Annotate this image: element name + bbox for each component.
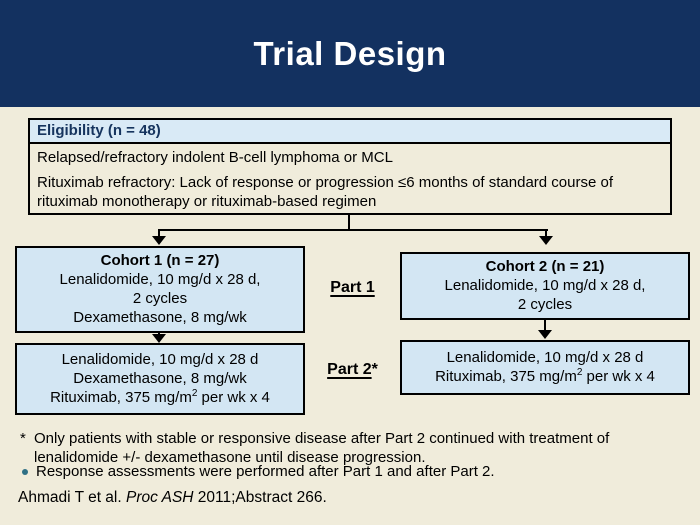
arrowhead-cohort1-icon bbox=[152, 236, 166, 245]
part2-label-asterisk: * bbox=[371, 361, 378, 378]
connector-branch bbox=[158, 229, 548, 231]
eligibility-body: Relapsed/refractory indolent B-cell lymp… bbox=[30, 144, 670, 213]
part2-left-line-2: Dexamethasone, 8 mg/wk bbox=[73, 370, 247, 387]
part2-right-box: Lenalidomide, 10 mg/d x 28 d Rituximab, … bbox=[400, 340, 690, 395]
rituximab-dose-text: Rituximab, 375 mg/m bbox=[50, 389, 192, 406]
citation-journal: Proc ASH bbox=[126, 489, 194, 506]
eligibility-criterion-1: Relapsed/refractory indolent B-cell lymp… bbox=[37, 149, 393, 166]
connector-cohort1-part2 bbox=[158, 331, 160, 335]
cohort1-line-3: Dexamethasone, 8 mg/wk bbox=[73, 309, 247, 326]
footnote-asterisk: * Only patients with stable or responsiv… bbox=[20, 429, 692, 467]
part1-label: Part 1 bbox=[305, 279, 400, 297]
connector-drop-right bbox=[545, 229, 547, 237]
part2-left-box: Lenalidomide, 10 mg/d x 28 d Dexamethaso… bbox=[15, 343, 305, 415]
rituximab-schedule-text: per wk x 4 bbox=[197, 389, 270, 406]
footnote-bullet-text: Response assessments were performed afte… bbox=[36, 463, 495, 480]
cohort2-line-1: Lenalidomide, 10 mg/d x 28 d, bbox=[444, 277, 646, 294]
eligibility-header: Eligibility (n = 48) bbox=[30, 120, 670, 144]
title-bar: Trial Design bbox=[0, 0, 700, 107]
part2-left-line-3: Rituximab, 375 mg/m2 per wk x 4 bbox=[19, 388, 301, 407]
slide-title: Trial Design bbox=[253, 34, 447, 72]
cohort2-title: Cohort 2 (n = 21) bbox=[485, 258, 605, 275]
cohort1-title: Cohort 1 (n = 27) bbox=[100, 252, 220, 269]
connector-stem bbox=[348, 215, 350, 230]
part2-label-text: Part 2 bbox=[327, 361, 372, 378]
cohort1-box: Cohort 1 (n = 27) Lenalidomide, 10 mg/d … bbox=[15, 246, 305, 333]
cohort1-line-2: 2 cycles bbox=[132, 290, 188, 307]
rituximab-schedule-text: per wk x 4 bbox=[582, 368, 655, 385]
eligibility-criterion-2: Rituximab refractory: Lack of response o… bbox=[37, 174, 614, 210]
superscript-2: 2 bbox=[576, 367, 583, 378]
asterisk-marker: * bbox=[20, 430, 26, 447]
cohort2-box: Cohort 2 (n = 21) Lenalidomide, 10 mg/d … bbox=[400, 252, 690, 320]
arrowhead-part2-right-icon bbox=[538, 330, 552, 339]
cohort1-line-1: Lenalidomide, 10 mg/d x 28 d, bbox=[59, 271, 261, 288]
citation-authors: Ahmadi T et al. bbox=[18, 489, 126, 506]
eligibility-box: Eligibility (n = 48) Relapsed/refractory… bbox=[28, 118, 672, 215]
superscript-2: 2 bbox=[191, 388, 198, 399]
footnote-asterisk-text: Only patients with stable or responsive … bbox=[34, 430, 610, 466]
connector-cohort2-part2 bbox=[544, 319, 546, 331]
part2-right-line-2: Rituximab, 375 mg/m2 per wk x 4 bbox=[404, 367, 686, 386]
part2-label: Part 2* bbox=[305, 361, 400, 379]
connector-drop-left bbox=[158, 229, 160, 237]
arrowhead-part2-left-icon bbox=[152, 334, 166, 343]
part2-left-line-1: Lenalidomide, 10 mg/d x 28 d bbox=[61, 351, 259, 368]
eligibility-header-text: Eligibility (n = 48) bbox=[37, 122, 161, 139]
bullet-icon bbox=[22, 469, 28, 475]
rituximab-dose-text: Rituximab, 375 mg/m bbox=[435, 368, 577, 385]
part2-right-line-1: Lenalidomide, 10 mg/d x 28 d bbox=[446, 349, 644, 366]
part1-label-text: Part 1 bbox=[330, 279, 375, 296]
footnote-bullet: Response assessments were performed afte… bbox=[22, 462, 495, 481]
citation-ref: 2011;Abstract 266. bbox=[193, 489, 327, 506]
cohort2-line-2: 2 cycles bbox=[517, 296, 573, 313]
arrowhead-cohort2-icon bbox=[539, 236, 553, 245]
citation: Ahmadi T et al. Proc ASH 2011;Abstract 2… bbox=[18, 489, 327, 507]
